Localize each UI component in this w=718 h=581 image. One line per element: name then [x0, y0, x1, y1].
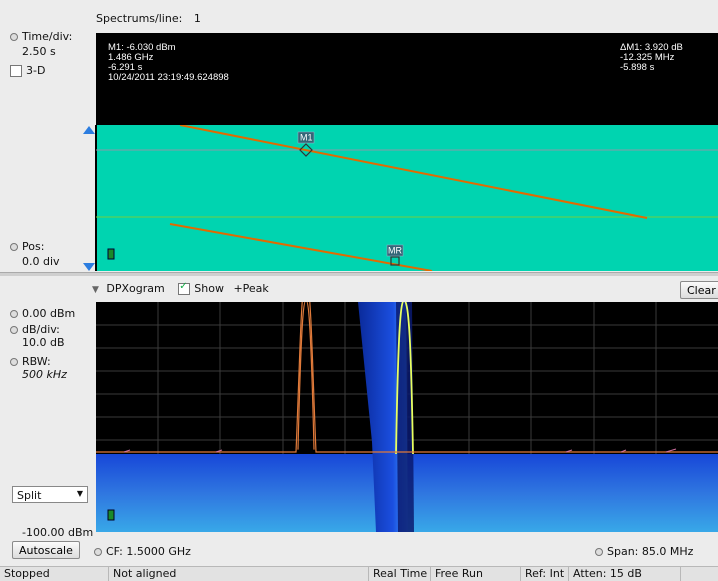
show-label: Show — [194, 282, 224, 295]
marker-m1-label: M1 — [300, 133, 313, 143]
rbw-label: RBW: — [22, 355, 51, 368]
knob-icon — [595, 548, 603, 556]
peak-highlight — [395, 302, 414, 455]
knob-icon — [10, 326, 18, 334]
knob-icon — [10, 243, 18, 251]
ref-level[interactable]: 0.00 dBm — [10, 307, 75, 320]
ref-level-value[interactable]: 0.00 dBm — [22, 307, 76, 320]
spectrums-per-line-label: Spectrums/line: — [96, 12, 183, 25]
readout-line: M1: -6.030 dBm — [108, 42, 176, 53]
db-div-label: dB/div: — [22, 323, 60, 336]
marker-readout-panel: M1: -6.030 dBm 1.486 GHz -6.291 s 10/24/… — [96, 33, 718, 125]
bottom-level[interactable]: -100.00 dBm — [22, 526, 94, 539]
knob-icon — [94, 548, 102, 556]
arrow-down-icon[interactable] — [83, 263, 95, 271]
status-ref[interactable]: Ref: Int — [520, 567, 564, 581]
spectrogram-background — [96, 125, 718, 271]
pos-label: Pos: — [22, 240, 45, 253]
arrow-up-icon[interactable] — [83, 126, 95, 134]
db-div-control[interactable]: dB/div: 10.0 dB — [10, 323, 65, 349]
spectrogram-plot[interactable]: M1 MR — [82, 125, 718, 271]
status-bar: Stopped Not aligned Real Time Free Run R… — [0, 566, 718, 581]
view-label[interactable]: DPXogram — [106, 282, 165, 295]
spectrum-trace — [96, 302, 718, 453]
signal-band — [358, 302, 408, 532]
diamond-icon — [299, 143, 313, 157]
delta-readout: ΔM1: 3.920 dB -12.325 MHz -5.898 s — [620, 43, 683, 73]
pane-divider[interactable] — [0, 272, 718, 276]
status-extra — [680, 567, 718, 581]
square-marker-icon — [390, 256, 400, 266]
marker-mr-label: MR — [388, 246, 402, 256]
split-select-value: Split — [17, 489, 42, 502]
noise-blips — [123, 448, 677, 453]
time-div-value[interactable]: 2.50 s — [22, 45, 56, 58]
trace-line — [169, 223, 433, 271]
marker-readout: M1: -6.030 dBm 1.486 GHz -6.291 s 10/24/… — [108, 43, 229, 83]
rbw-value[interactable]: 500 kHz — [22, 368, 67, 381]
knob-icon — [10, 358, 18, 366]
readout-line: -5.898 s — [620, 62, 655, 73]
show-checkbox[interactable]: Show — [178, 281, 224, 295]
signal-band-edge — [396, 302, 414, 532]
status-alignment[interactable]: Not aligned — [108, 567, 176, 581]
flag-icon — [107, 248, 115, 260]
chevron-down-icon[interactable]: ▼ — [92, 285, 99, 295]
span-label[interactable]: Span: 85.0 MHz — [607, 545, 694, 558]
checkbox-icon[interactable] — [178, 281, 191, 295]
spectrums-per-line-value[interactable]: 1 — [193, 12, 201, 25]
readout-line: 1.486 GHz — [108, 52, 154, 63]
knob-icon — [10, 33, 18, 41]
db-div-value[interactable]: 10.0 dB — [22, 336, 65, 349]
readout-line: -12.325 MHz — [620, 52, 675, 63]
trace-line — [179, 125, 648, 219]
checkbox-icon[interactable] — [10, 65, 22, 77]
pos-value[interactable]: 0.0 div — [22, 255, 60, 268]
status-trigger[interactable]: Free Run — [430, 567, 483, 581]
marker-mr[interactable]: MR — [386, 244, 404, 266]
status-mode[interactable]: Real Time — [368, 567, 427, 581]
threed-label: 3-D — [26, 64, 46, 77]
clear-button[interactable]: Clear — [680, 281, 718, 299]
center-frequency[interactable]: CF: 1.5000 GHz — [94, 545, 191, 558]
readout-line: 10/24/2011 23:19:49.624898 — [108, 72, 229, 83]
spectrum-trace-peak — [297, 302, 315, 450]
knob-icon — [10, 310, 18, 318]
chevron-down-icon: ▼ — [76, 489, 83, 498]
threed-checkbox[interactable]: 3-D — [10, 64, 45, 77]
rbw-control[interactable]: RBW: 500 kHz — [10, 355, 67, 381]
time-div-control[interactable]: Time/div: 2.50 s — [10, 30, 72, 58]
pos-control[interactable]: Pos: 0.0 div — [10, 240, 60, 268]
span-control[interactable]: Span: 85.0 MHz — [595, 545, 693, 558]
autoscale-button[interactable]: Autoscale — [12, 541, 80, 559]
time-div-label: Time/div: — [22, 30, 73, 43]
spectrum-plot[interactable] — [96, 302, 718, 532]
status-atten[interactable]: Atten: 15 dB — [568, 567, 642, 581]
marker-m1[interactable]: M1 — [297, 131, 315, 157]
cf-label[interactable]: CF: 1.5000 GHz — [106, 545, 191, 558]
readout-line: ΔM1: 3.920 dB — [620, 42, 683, 53]
flag-icon — [107, 509, 115, 521]
peak-label[interactable]: +Peak — [233, 282, 269, 295]
status-run-state: Stopped — [4, 567, 50, 580]
split-select[interactable]: Split ▼ — [12, 486, 88, 503]
view-toolbar: ▼ DPXogram Show +Peak — [92, 281, 269, 295]
spectrums-per-line: Spectrums/line: 1 — [96, 12, 201, 25]
readout-line: -6.291 s — [108, 62, 143, 73]
